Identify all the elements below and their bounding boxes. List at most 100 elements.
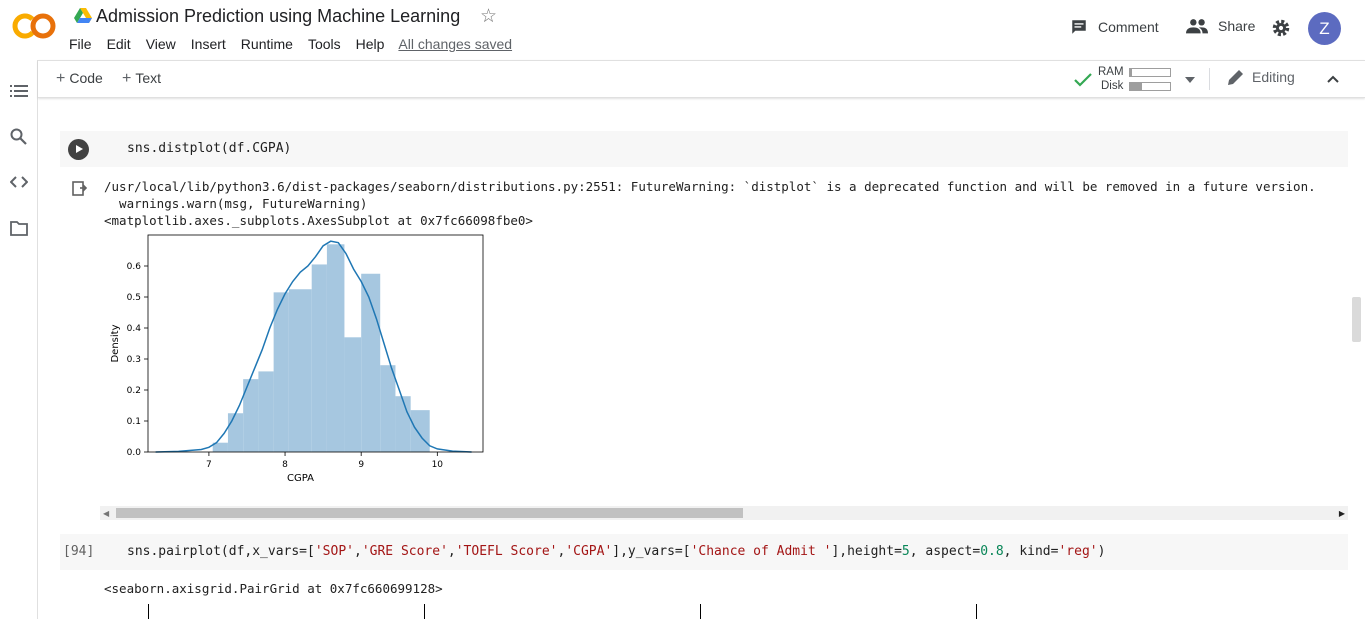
ram-label: RAM (1098, 66, 1124, 78)
menu-help[interactable]: Help (355, 36, 385, 52)
add-code-button[interactable]: + Code (56, 70, 103, 88)
pencil-icon (1228, 70, 1243, 85)
x-axis-label: CGPA (287, 473, 314, 484)
code-snippets-icon[interactable] (10, 176, 28, 188)
histogram-bar (326, 244, 345, 452)
histogram-bar (227, 413, 244, 452)
table-of-contents-icon[interactable] (10, 83, 28, 99)
check-icon (1074, 73, 1092, 87)
code-token: , (353, 544, 362, 559)
cell-result-text: <matplotlib.axes._subplots.AxesSubplot a… (104, 213, 533, 228)
code-token: , (557, 544, 566, 559)
ram-usage-bar (1129, 68, 1171, 77)
left-sidebar (0, 60, 38, 619)
y-tick-label: 0.0 (127, 448, 142, 458)
scroll-right-icon[interactable]: ▶ (1338, 509, 1345, 518)
code-string: 'GRE Score' (361, 544, 448, 559)
histogram-bar (212, 442, 228, 452)
add-text-button[interactable]: + Text (122, 70, 161, 88)
comment-icon (1072, 20, 1086, 34)
avatar[interactable]: Z (1308, 12, 1341, 45)
horizontal-scrollbar[interactable]: ◀ ▶ (100, 506, 1348, 520)
share-button[interactable]: Share (1186, 18, 1255, 34)
code-token: sns.pairplot(df,x_vars=[ (127, 544, 315, 559)
run-cell-button[interactable] (68, 139, 89, 160)
chevron-up-icon[interactable] (1327, 75, 1339, 83)
warning-text: warnings.warn(msg, FutureWarning) (104, 196, 368, 211)
x-tick-label: 7 (206, 460, 212, 470)
folder-icon[interactable] (10, 221, 28, 236)
histogram-bar (361, 273, 381, 452)
share-label: Share (1218, 18, 1256, 34)
code-string: 'Chance of Admit ' (690, 544, 832, 559)
code-token: ) (1097, 544, 1106, 559)
star-icon[interactable]: ☆ (480, 6, 498, 27)
histogram-bar (395, 396, 411, 452)
ram-usage-fill (1130, 69, 1132, 76)
code-token: ],y_vars=[ (612, 544, 691, 559)
google-drive-icon[interactable] (74, 8, 92, 24)
y-tick-label: 0.5 (127, 293, 141, 303)
warning-text: /usr/local/lib/python3.6/dist-packages/s… (104, 179, 1316, 194)
menu-tools[interactable]: Tools (307, 36, 341, 52)
cell-code[interactable]: sns.distplot(df.CGPA) (127, 141, 292, 156)
y-tick-label: 0.4 (127, 324, 142, 334)
y-tick-label: 0.6 (127, 262, 142, 272)
notebook-area: sns.distplot(df.CGPA) /usr/local/lib/pyt… (38, 97, 1348, 619)
editing-mode-button[interactable]: Editing (1228, 69, 1295, 85)
notebook-toolbar: + Code + Text RAM Disk Editing (38, 60, 1365, 98)
notebook-title[interactable]: Admission Prediction using Machine Learn… (96, 6, 461, 26)
save-status[interactable]: All changes saved (398, 36, 513, 52)
code-cell-pairplot[interactable]: [94] sns.pairplot(df,x_vars=['SOP','GRE … (60, 534, 1348, 570)
pairplot-axes-edge (700, 604, 701, 619)
histogram-bar (273, 292, 289, 452)
comment-button[interactable]: Comment (1070, 18, 1159, 36)
histogram-bar (243, 379, 259, 452)
code-number: 0.8 (980, 544, 1004, 559)
disk-usage-fill (1130, 83, 1142, 90)
kde-line (155, 240, 472, 453)
y-tick-label: 0.3 (127, 355, 141, 365)
menu-edit[interactable]: Edit (106, 36, 131, 52)
scrollbar-thumb[interactable] (1352, 297, 1361, 342)
code-token: , kind= (1003, 544, 1059, 559)
menu-runtime[interactable]: Runtime (240, 36, 293, 52)
x-tick-label: 8 (282, 460, 288, 470)
plot-frame (147, 234, 484, 453)
histogram-bar (258, 371, 274, 452)
y-axis-label: Density (110, 324, 121, 362)
code-number: 5 (901, 544, 910, 559)
menu-insert[interactable]: Insert (190, 36, 226, 52)
toolbar-divider (1209, 68, 1210, 90)
y-tick-label: 0.1 (127, 417, 141, 427)
caret-down-icon[interactable] (1185, 77, 1195, 83)
disk-label: Disk (1101, 80, 1124, 92)
code-cell-distplot[interactable]: sns.distplot(df.CGPA) (60, 131, 1348, 167)
menu-file[interactable]: File (69, 36, 92, 52)
histogram-bar (380, 365, 396, 452)
resource-monitor[interactable]: RAM Disk (1074, 64, 1174, 94)
scroll-left-icon[interactable]: ◀ (103, 509, 110, 518)
disk-usage-bar (1129, 82, 1171, 91)
output-icon[interactable] (72, 181, 88, 197)
histogram-bar (311, 264, 327, 452)
cell-code[interactable]: sns.pairplot(df,x_vars=['SOP','GRE Score… (127, 544, 1105, 559)
scrollbar-thumb[interactable] (116, 508, 743, 518)
search-icon[interactable] (10, 128, 27, 145)
app-header: Admission Prediction using Machine Learn… (0, 0, 1365, 60)
gear-icon[interactable] (1270, 17, 1292, 39)
histogram-bar (288, 289, 312, 452)
colab-logo[interactable] (12, 10, 56, 42)
pairplot-axes-edge (976, 604, 977, 619)
code-string: 'CGPA' (565, 544, 613, 559)
pairplot-axes-edge (148, 604, 149, 619)
editing-label: Editing (1252, 69, 1295, 85)
histogram-bar (410, 410, 430, 452)
add-text-label: Text (135, 70, 162, 86)
code-token: , (447, 544, 456, 559)
code-token: ],height= (831, 544, 902, 559)
add-code-label: Code (69, 70, 103, 86)
menu-view[interactable]: View (145, 36, 176, 52)
vertical-scrollbar[interactable] (1348, 97, 1365, 619)
x-tick-label: 10 (432, 460, 444, 470)
